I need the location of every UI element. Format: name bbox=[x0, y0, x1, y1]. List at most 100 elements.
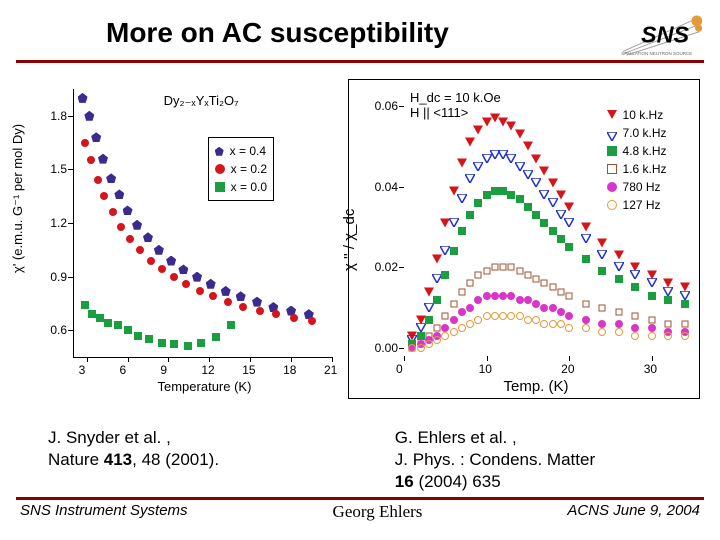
footer-right: ACNS June 9, 2004 bbox=[567, 502, 700, 522]
data-point bbox=[524, 203, 532, 211]
data-point bbox=[465, 138, 475, 147]
data-point bbox=[582, 300, 589, 307]
data-point bbox=[166, 256, 176, 266]
data-point bbox=[566, 292, 573, 299]
data-point bbox=[648, 316, 655, 323]
data-point bbox=[532, 300, 540, 308]
data-point bbox=[549, 284, 556, 291]
data-point bbox=[227, 321, 235, 329]
data-point bbox=[532, 211, 540, 219]
caption-right-l3: 16 (2004) 635 bbox=[395, 472, 501, 491]
data-point bbox=[632, 312, 639, 319]
data-point bbox=[557, 235, 565, 243]
data-point bbox=[272, 310, 280, 318]
data-point bbox=[524, 316, 532, 324]
data-point bbox=[491, 264, 498, 271]
data-point bbox=[557, 288, 564, 295]
data-point bbox=[209, 292, 217, 300]
data-point bbox=[516, 195, 524, 203]
data-point bbox=[206, 279, 216, 289]
data-point bbox=[450, 328, 458, 336]
data-point bbox=[648, 292, 656, 300]
data-point bbox=[499, 187, 507, 195]
data-point bbox=[184, 342, 192, 350]
data-point bbox=[78, 93, 88, 103]
data-point bbox=[441, 332, 449, 340]
data-point bbox=[582, 316, 590, 324]
data-point bbox=[598, 328, 606, 336]
data-point bbox=[516, 268, 523, 275]
data-point bbox=[532, 316, 540, 324]
chart-left: 369121518210.60.91.21.51.8Temperature (K… bbox=[18, 79, 340, 399]
data-point bbox=[256, 307, 264, 315]
data-point bbox=[473, 126, 483, 135]
data-point bbox=[96, 314, 104, 322]
data-point bbox=[458, 308, 466, 316]
data-point bbox=[104, 319, 112, 327]
data-point bbox=[664, 332, 672, 340]
data-point bbox=[81, 301, 89, 309]
data-point bbox=[549, 320, 557, 328]
data-point bbox=[515, 130, 525, 139]
footer-mid: Georg Ehlers bbox=[333, 502, 423, 522]
data-point bbox=[557, 308, 565, 316]
data-point bbox=[491, 312, 499, 320]
data-point bbox=[631, 324, 639, 332]
data-point bbox=[648, 332, 656, 340]
legend: x = 0.4x = 0.2x = 0.0 bbox=[208, 137, 274, 201]
data-point bbox=[483, 268, 490, 275]
data-point bbox=[425, 340, 433, 348]
data-point bbox=[499, 292, 507, 300]
data-point bbox=[483, 312, 491, 320]
data-point bbox=[565, 324, 573, 332]
data-point bbox=[533, 276, 540, 283]
data-point bbox=[615, 320, 623, 328]
caption-right-l1: G. Ehlers et al. , bbox=[395, 428, 517, 447]
data-point bbox=[126, 235, 134, 243]
data-point bbox=[564, 214, 574, 232]
data-point bbox=[565, 312, 573, 320]
data-point bbox=[212, 333, 220, 341]
data-point bbox=[565, 243, 573, 251]
chart-right: 01020300.000.020.040.06Temp. (K)χ '' / χ… bbox=[348, 79, 700, 399]
caption-right: G. Ehlers et al. , J. Phys. : Condens. M… bbox=[395, 427, 702, 493]
data-point bbox=[458, 227, 466, 235]
data-point bbox=[450, 316, 458, 324]
data-point bbox=[474, 199, 482, 207]
sns-logo: SNS SPALLATION NEUTRON SOURCE bbox=[614, 8, 704, 58]
data-point bbox=[170, 273, 178, 281]
data-point bbox=[483, 292, 491, 300]
data-point bbox=[507, 191, 515, 199]
data-point bbox=[475, 272, 482, 279]
data-point bbox=[192, 272, 202, 282]
data-point bbox=[549, 304, 557, 312]
data-point bbox=[441, 324, 449, 332]
data-point bbox=[109, 208, 117, 216]
data-point bbox=[441, 271, 449, 279]
data-point bbox=[417, 344, 425, 352]
data-point bbox=[433, 336, 441, 344]
data-point bbox=[516, 312, 524, 320]
caption-left: J. Snyder et al. , Nature 413, 48 (2001)… bbox=[48, 427, 365, 493]
data-point bbox=[508, 264, 515, 271]
data-point bbox=[557, 320, 565, 328]
data-point bbox=[615, 328, 623, 336]
data-point bbox=[681, 320, 688, 327]
data-point bbox=[681, 300, 689, 308]
data-point bbox=[466, 304, 474, 312]
data-point bbox=[581, 230, 591, 248]
data-point bbox=[154, 245, 164, 255]
data-point bbox=[106, 173, 116, 183]
data-point bbox=[598, 320, 606, 328]
data-point bbox=[474, 316, 482, 324]
data-point bbox=[88, 310, 96, 318]
data-point bbox=[597, 246, 607, 264]
caption-right-l2: J. Phys. : Condens. Matter bbox=[395, 450, 595, 469]
data-point bbox=[466, 320, 474, 328]
footer: SNS Instrument Systems Georg Ehlers ACNS… bbox=[0, 500, 720, 522]
data-point bbox=[540, 320, 548, 328]
charts-row: 369121518210.60.91.21.51.8Temperature (K… bbox=[0, 63, 720, 423]
data-point bbox=[500, 264, 507, 271]
data-point bbox=[224, 298, 232, 306]
data-point bbox=[681, 332, 689, 340]
